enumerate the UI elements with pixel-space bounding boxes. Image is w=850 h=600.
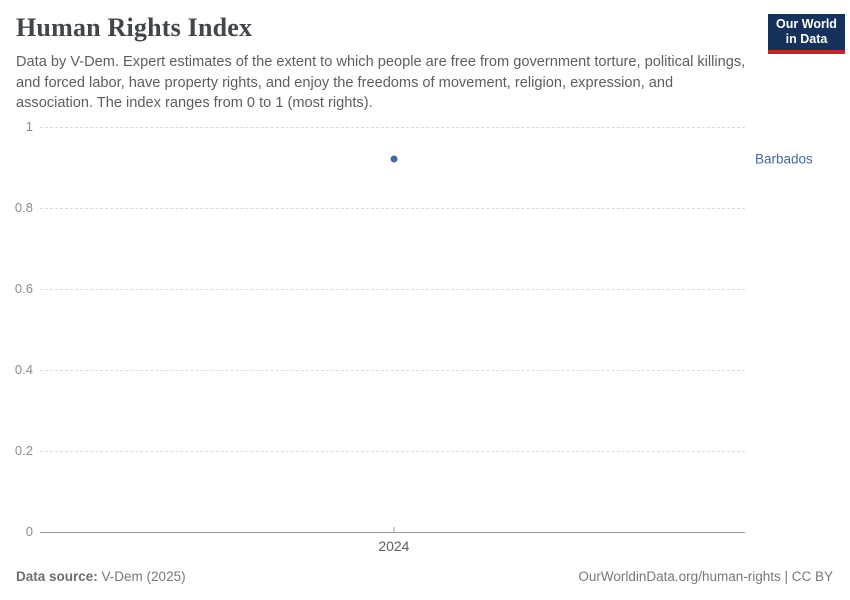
owid-logo-line2: in Data bbox=[785, 31, 828, 46]
canonical-url-license[interactable]: OurWorldinData.org/human-rights | CC BY bbox=[578, 569, 833, 584]
gridline-0.6 bbox=[40, 289, 745, 290]
gridline-0.4 bbox=[40, 370, 745, 371]
x-axis-tick-label-2024: 2024 bbox=[378, 538, 410, 554]
gridline-0.2 bbox=[40, 451, 745, 452]
gridline-0.8 bbox=[40, 208, 745, 209]
series-label-barbados[interactable]: Barbados bbox=[755, 151, 813, 167]
chart-subtitle: Data by V-Dem. Expert estimates of the e… bbox=[16, 54, 746, 112]
plot-area: Barbados 2024 0 0.2 0.4 0.6 0.8 1 bbox=[15, 119, 813, 554]
owid-logo[interactable]: Our World in Data bbox=[768, 14, 845, 54]
data-point-barbados[interactable] bbox=[390, 155, 398, 163]
y-axis-tick-label-0.8: 0.8 bbox=[14, 200, 33, 216]
owid-logo-red-bar bbox=[768, 50, 845, 54]
y-axis-tick-label-0.2: 0.2 bbox=[14, 443, 33, 459]
y-axis-tick-label-0.6: 0.6 bbox=[14, 281, 33, 297]
data-source-label: Data source: bbox=[16, 569, 98, 584]
y-axis-tick-label-0.4: 0.4 bbox=[14, 362, 33, 378]
y-axis-tick-label-1: 1 bbox=[25, 119, 33, 135]
gridline-1 bbox=[40, 127, 745, 128]
page-title: Human Rights Index bbox=[16, 13, 253, 42]
y-axis-tick-label-0: 0 bbox=[25, 524, 33, 540]
data-source-value: V-Dem (2025) bbox=[101, 569, 186, 584]
owid-logo-text: Our World in Data bbox=[768, 14, 845, 50]
owid-logo-line1: Our World bbox=[776, 16, 837, 31]
x-axis-line bbox=[40, 532, 745, 533]
x-axis-tick-2024 bbox=[393, 527, 395, 532]
data-source-note: Data source: V-Dem (2025) bbox=[16, 569, 186, 584]
